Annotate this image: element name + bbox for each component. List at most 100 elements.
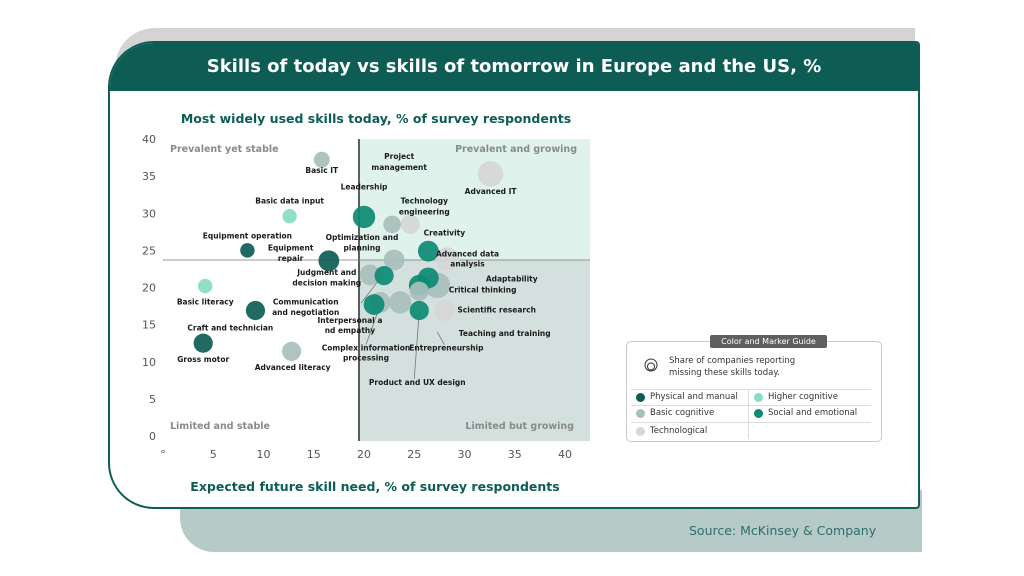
skill-label: Advanced literacy [255, 363, 331, 372]
bubble-size-note: Share of companies reporting missing the… [669, 356, 796, 378]
title-bar [110, 43, 918, 91]
skill-label: Interpersonal a [317, 316, 382, 325]
legend-divider [631, 389, 871, 390]
legend-title: Color and Marker Guide [710, 335, 827, 348]
skill-bubble [374, 266, 394, 286]
skill-label: Craft and technician [187, 324, 273, 333]
skill-bubble [282, 341, 302, 361]
skill-label: Leadership [341, 182, 388, 191]
y-tick-label: 20 [142, 282, 156, 295]
callout-line [437, 331, 445, 345]
y-tick-label: 25 [142, 244, 156, 257]
skill-label: Scientific research [457, 306, 536, 315]
x-tick-label: 30 [458, 448, 472, 461]
y-tick-label: 5 [149, 393, 156, 406]
legend-divider [631, 405, 871, 406]
y-tick-label: 30 [142, 207, 156, 220]
legend-dot-icon [754, 408, 763, 418]
skill-label: Product and UX design [369, 378, 466, 387]
skill-label: Equipment [268, 243, 314, 252]
skill-label: Technology [401, 197, 449, 206]
x-axis-title: Expected future skill need, % of survey … [190, 479, 559, 494]
legend-divider [748, 389, 749, 439]
skill-bubble [383, 215, 401, 234]
skill-label: and negotiation [272, 308, 339, 317]
x-tick-label: ° [160, 448, 166, 461]
skill-bubble [383, 249, 405, 271]
callout-line [413, 311, 420, 379]
legend-item-physical: Physical and manual [636, 389, 738, 405]
skill-label: Judgment and [296, 268, 356, 277]
skill-label: processing [343, 353, 389, 362]
legend-label: Higher cognitive [768, 392, 838, 402]
skill-bubble [318, 250, 340, 272]
skill-bubble [313, 151, 330, 168]
legend-dot-icon [754, 392, 763, 402]
legend-divider [631, 422, 871, 423]
legend-item-basic-cognitive: Basic cognitive [636, 405, 714, 421]
skill-label: nd empathy [325, 326, 376, 335]
legend-dot-icon [636, 408, 645, 418]
skill-bubble [352, 205, 376, 229]
x-tick-label: 20 [357, 448, 371, 461]
skill-label: Basic data input [255, 197, 324, 206]
y-tick-label: 40 [142, 133, 156, 146]
skill-bubble [409, 300, 429, 321]
skill-bubble [359, 264, 381, 286]
y-tick-label: 35 [142, 170, 156, 183]
skill-bubble [388, 291, 412, 314]
skill-bubble [363, 294, 385, 315]
y-tick-label: 0 [149, 430, 156, 443]
source-note: Source: McKinsey & Company [689, 523, 877, 538]
legend-label: Physical and manual [650, 392, 738, 402]
skill-label: Adaptability [486, 275, 538, 284]
skill-label: Critical thinking [449, 286, 517, 295]
y-axis-title: Most widely used skills today, % of surv… [181, 111, 571, 126]
bubble-size-icon [644, 358, 658, 372]
legend-dot-icon [636, 392, 645, 402]
skill-bubble [240, 243, 255, 258]
skill-label: Entrepreneurship [409, 344, 484, 353]
skill-label: Teaching and training [459, 329, 551, 338]
skill-bubble [417, 240, 439, 262]
skill-label: repair [278, 254, 304, 263]
quadrant-label: Prevalent and growing [455, 144, 577, 155]
skill-label: analysis [450, 260, 485, 269]
skill-label: Basic literacy [177, 298, 234, 307]
skill-label: decision making [292, 278, 361, 287]
skill-label: planning [344, 243, 381, 252]
y-tick-label: 15 [142, 319, 156, 332]
page-title: Skills of today vs skills of tomorrow in… [206, 56, 822, 77]
quadrant-label: Limited and stable [170, 421, 270, 432]
skill-bubble [198, 278, 213, 294]
quadrant-top-right [358, 139, 590, 261]
skill-label: Complex information [322, 344, 411, 353]
skill-label: Equipment operation [203, 231, 292, 240]
skill-label: Optimization and [326, 233, 399, 242]
quadrant-label: Prevalent yet stable [170, 144, 279, 155]
skill-bubble [245, 300, 266, 321]
skill-label: engineering [399, 208, 450, 217]
legend-dot-icon [636, 426, 645, 436]
skill-bubble [193, 333, 213, 353]
legend-item-technological: Technological [636, 423, 707, 439]
x-tick-label: 10 [257, 448, 271, 461]
legend-label: Technological [650, 426, 708, 436]
quadrant-bottom-right [358, 260, 590, 441]
y-tick-label: 10 [142, 356, 156, 369]
x-tick-label: 15 [307, 448, 321, 461]
skill-label: Advanced data [436, 249, 499, 258]
skill-bubble [477, 161, 504, 187]
skill-label: Advanced IT [465, 187, 518, 196]
legend-label: Social and emotional [768, 408, 858, 418]
skill-label: Communication [273, 298, 339, 307]
legend-label: Basic cognitive [650, 408, 715, 418]
legend-box [626, 341, 882, 442]
skill-bubble [435, 247, 460, 272]
skill-label: Creativity [424, 229, 466, 238]
skill-bubble [282, 209, 297, 224]
x-tick-label: 35 [508, 448, 522, 461]
x-tick-label: 5 [210, 448, 217, 461]
legend-item-higher-cognitive: Higher cognitive [754, 389, 838, 405]
